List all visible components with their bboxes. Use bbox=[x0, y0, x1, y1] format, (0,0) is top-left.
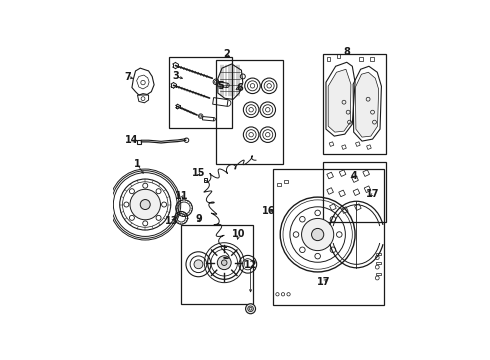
Bar bbox=[327, 188, 333, 194]
Text: 13: 13 bbox=[165, 216, 179, 226]
Bar bbox=[284, 180, 288, 183]
Bar bbox=[339, 190, 345, 197]
Bar bbox=[376, 253, 381, 255]
Bar bbox=[359, 57, 363, 61]
Bar bbox=[342, 207, 348, 213]
Bar bbox=[337, 54, 341, 58]
Bar bbox=[353, 189, 360, 195]
Text: 16: 16 bbox=[262, 206, 276, 216]
Circle shape bbox=[140, 199, 150, 210]
Bar bbox=[327, 172, 333, 179]
Bar bbox=[342, 145, 346, 149]
Circle shape bbox=[194, 260, 203, 269]
Circle shape bbox=[301, 219, 334, 251]
Bar bbox=[370, 57, 374, 61]
Polygon shape bbox=[328, 69, 351, 132]
Bar bbox=[277, 183, 281, 186]
Polygon shape bbox=[355, 72, 379, 137]
Text: 15: 15 bbox=[192, 168, 205, 179]
Bar bbox=[364, 186, 371, 193]
Bar bbox=[352, 176, 358, 183]
Bar bbox=[323, 54, 386, 154]
Bar bbox=[363, 170, 369, 176]
Text: 9: 9 bbox=[195, 214, 202, 224]
Bar bbox=[376, 262, 381, 264]
Text: 17: 17 bbox=[317, 276, 330, 287]
Bar bbox=[355, 204, 361, 210]
Text: 12: 12 bbox=[244, 260, 257, 270]
Text: 4: 4 bbox=[350, 171, 357, 181]
Text: 17: 17 bbox=[367, 189, 380, 199]
Text: 6: 6 bbox=[236, 82, 243, 93]
Bar bbox=[376, 273, 381, 275]
Text: 5: 5 bbox=[217, 81, 224, 91]
Text: 14: 14 bbox=[124, 135, 138, 145]
Bar bbox=[217, 60, 283, 164]
Circle shape bbox=[130, 189, 161, 220]
Circle shape bbox=[312, 229, 324, 240]
Text: 10: 10 bbox=[232, 229, 245, 239]
Circle shape bbox=[217, 256, 231, 270]
Circle shape bbox=[245, 304, 256, 314]
Bar bbox=[204, 177, 207, 182]
Text: 11: 11 bbox=[175, 191, 189, 201]
Bar bbox=[273, 169, 384, 305]
Bar bbox=[323, 162, 386, 222]
Text: 8: 8 bbox=[343, 46, 350, 57]
Text: 7: 7 bbox=[124, 72, 131, 82]
Bar bbox=[356, 142, 360, 147]
Bar bbox=[329, 142, 334, 147]
Bar bbox=[170, 57, 232, 128]
Text: 2: 2 bbox=[223, 49, 229, 59]
Circle shape bbox=[221, 260, 227, 265]
Bar bbox=[339, 170, 346, 176]
Text: 3: 3 bbox=[172, 72, 179, 81]
Bar bbox=[326, 57, 330, 61]
Bar bbox=[330, 204, 336, 210]
Text: 1: 1 bbox=[134, 159, 140, 169]
Bar bbox=[367, 145, 371, 149]
Bar bbox=[137, 140, 141, 144]
Bar bbox=[181, 225, 253, 304]
